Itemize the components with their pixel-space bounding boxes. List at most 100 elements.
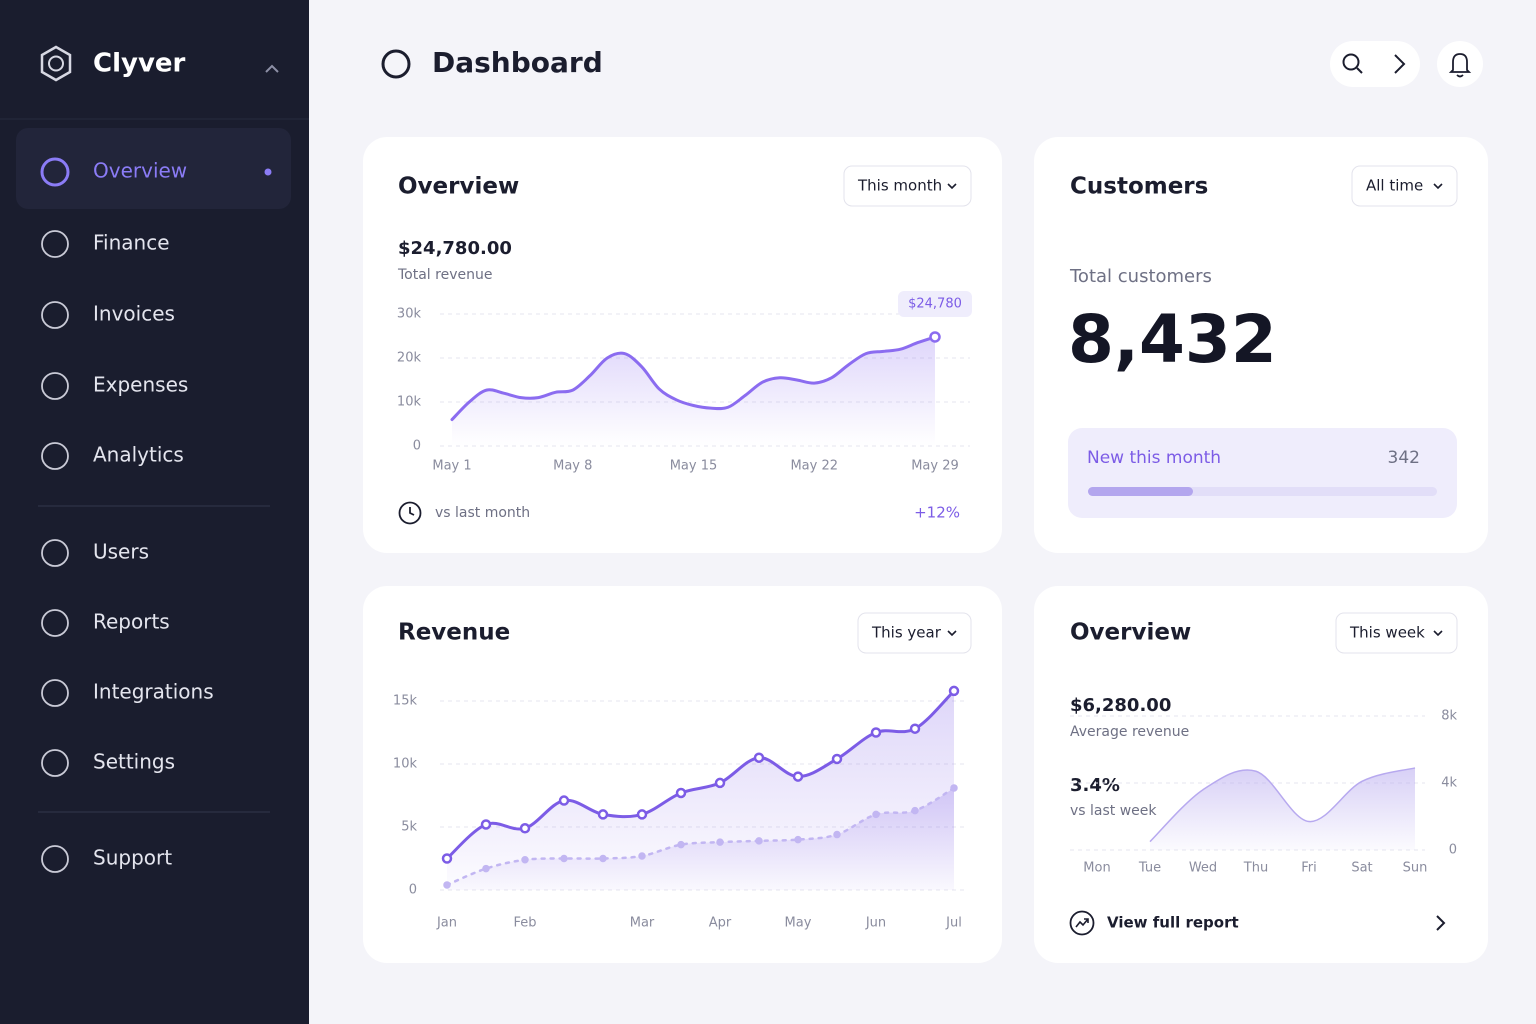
- y-tick-label: 0: [409, 883, 417, 898]
- nav-icon: [41, 749, 69, 777]
- nav-item[interactable]: Integrations: [93, 680, 214, 704]
- point: [558, 795, 570, 806]
- y-tick-label: 4k: [1441, 776, 1457, 791]
- x-tick-label: May 1: [432, 459, 471, 474]
- point: [638, 852, 646, 860]
- filter-button[interactable]: [1335, 612, 1458, 654]
- y-tick-label: 30k: [397, 307, 422, 322]
- nav-item[interactable]: Finance: [93, 231, 170, 255]
- area-edge: [1149, 767, 1416, 843]
- nav-icon: [41, 442, 69, 470]
- x-tick-label: Sun: [1403, 861, 1428, 876]
- nav-item[interactable]: Reports: [93, 610, 170, 634]
- x-tick-label: Wed: [1189, 861, 1217, 876]
- brand: Clyver: [93, 49, 186, 79]
- point: [950, 784, 958, 792]
- filter-label: This week: [1349, 624, 1425, 642]
- toolbar: [1330, 41, 1420, 87]
- point: [794, 835, 802, 844]
- point: [675, 787, 687, 799]
- point: [792, 771, 804, 782]
- y-tick-label: 0: [1449, 843, 1457, 858]
- point: [831, 753, 843, 765]
- clock-icon: [398, 501, 422, 525]
- filter-button[interactable]: [857, 612, 972, 654]
- trend-arrow: [1075, 918, 1089, 928]
- nav-item[interactable]: Support: [93, 846, 172, 870]
- point: [833, 830, 841, 839]
- y-tick-label: 0: [413, 439, 421, 454]
- nav-item[interactable]: Analytics: [93, 443, 184, 467]
- new-box: [1068, 428, 1457, 518]
- point: [755, 837, 763, 845]
- y-tick-label: 10k: [397, 395, 422, 410]
- nav-icon: [41, 539, 69, 567]
- new-label: New this month: [1087, 448, 1221, 468]
- point: [714, 777, 726, 789]
- amount-label: Average revenue: [1070, 724, 1189, 740]
- point: [482, 864, 490, 873]
- card: [363, 137, 1002, 553]
- x-tick-label: Jan: [436, 916, 457, 931]
- x-tick-label: Fri: [1301, 861, 1317, 876]
- chevron: [947, 183, 957, 190]
- y-tick-label: 15k: [393, 694, 418, 709]
- active-dot: [264, 168, 272, 176]
- search-handle: [1356, 67, 1363, 74]
- notifications[interactable]: [1437, 41, 1483, 87]
- report-link[interactable]: View full report: [1107, 914, 1239, 932]
- point: [872, 810, 880, 819]
- brand-logo-core: [48, 55, 64, 72]
- x-tick-label: Jun: [865, 916, 886, 931]
- point: [929, 331, 941, 343]
- nav-item[interactable]: Overview: [93, 159, 187, 183]
- value-label: $24,780: [908, 296, 962, 311]
- chevron: [1433, 630, 1443, 637]
- value-label-bg: [898, 290, 972, 317]
- x-tick-label: Sat: [1351, 861, 1372, 876]
- filter-label: This year: [871, 624, 942, 642]
- change-label: vs last week: [1070, 803, 1157, 819]
- change: 3.4%: [1070, 775, 1120, 796]
- nav-item[interactable]: Settings: [93, 750, 175, 774]
- x-tick-label: May 22: [790, 459, 838, 474]
- clock-hand: [409, 507, 415, 516]
- collapse[interactable]: [265, 64, 279, 73]
- y-tick-label: 10k: [393, 757, 418, 772]
- point: [597, 809, 609, 820]
- area: [1150, 767, 1415, 850]
- filter-button[interactable]: [1351, 165, 1458, 207]
- filter-button[interactable]: [843, 165, 972, 207]
- nav-icon: [41, 230, 69, 258]
- x-tick-label: Jul: [945, 916, 962, 931]
- point: [560, 854, 568, 863]
- nav-icon: [41, 609, 69, 637]
- nav-item[interactable]: Users: [93, 540, 149, 564]
- point: [519, 823, 531, 834]
- area: [452, 336, 935, 446]
- search[interactable]: [1342, 53, 1360, 71]
- x-tick-label: Tue: [1138, 861, 1161, 876]
- nav-item[interactable]: Invoices: [93, 302, 175, 326]
- filter-label: This month: [857, 177, 942, 195]
- x-tick-label: Thu: [1243, 861, 1268, 876]
- trend-icon: [1069, 910, 1095, 936]
- x-tick-label: May 8: [553, 459, 592, 474]
- point: [441, 853, 453, 864]
- nav-icon: [41, 845, 69, 873]
- point: [911, 806, 919, 815]
- nav-item[interactable]: Expenses: [93, 373, 188, 397]
- x-tick-label: May: [785, 916, 812, 931]
- y-tick-label: 8k: [1441, 709, 1457, 724]
- progress-fill: [1088, 487, 1193, 496]
- forward[interactable]: [1394, 54, 1406, 74]
- point: [480, 819, 492, 830]
- area: [447, 787, 954, 890]
- point: [948, 685, 960, 697]
- x-tick-label: May 15: [670, 459, 718, 474]
- point: [716, 838, 724, 846]
- amount: $6,280.00: [1070, 695, 1171, 716]
- bell: [1448, 53, 1472, 78]
- card-title: Customers: [1070, 174, 1208, 200]
- report-chevron[interactable]: [1436, 915, 1446, 931]
